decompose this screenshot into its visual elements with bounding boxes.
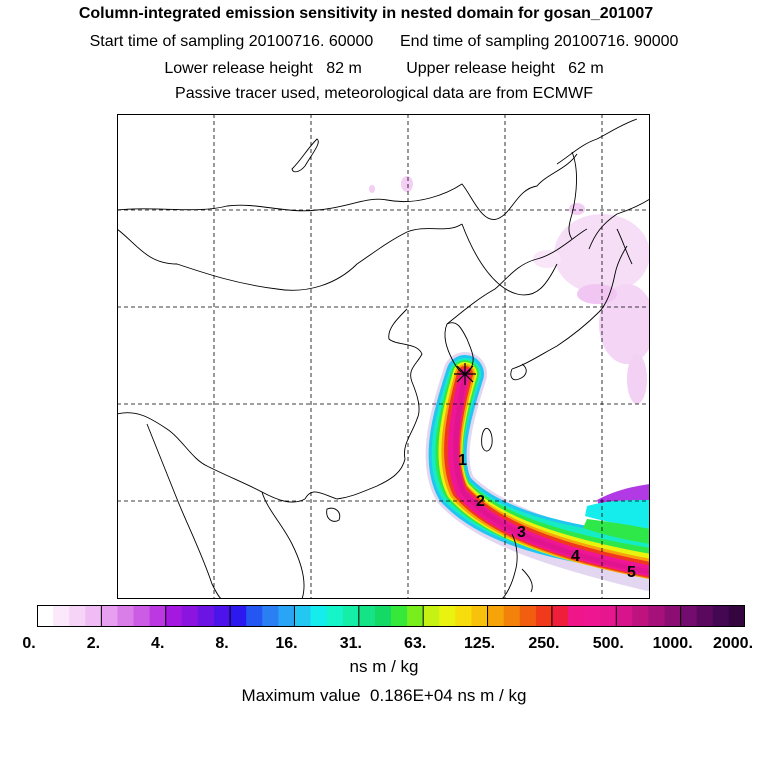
colorbar-tick-label: 125. <box>463 635 496 652</box>
colorbar-swatch <box>712 605 730 627</box>
day-label-2: 2 <box>476 493 485 510</box>
tracer-info-line: Passive tracer used, meteorological data… <box>175 85 593 102</box>
colorbar-swatch <box>133 605 151 627</box>
day-label-5: 5 <box>627 564 636 581</box>
colorbar-swatch <box>117 605 135 627</box>
colorbar-swatch <box>680 605 698 627</box>
colorbar-swatch <box>342 605 360 627</box>
sensitivity-map: 1 2 3 4 5 <box>117 114 650 599</box>
colorbar-swatch <box>37 605 54 627</box>
colorbar-swatch <box>101 605 118 627</box>
colorbar-swatch <box>407 605 424 627</box>
colorbar-tick-label: 63. <box>404 635 427 652</box>
colorbar-tick-label: 31. <box>339 635 362 652</box>
release-site-marker <box>454 363 476 385</box>
colorbar-tick-label: 2000. <box>712 635 754 652</box>
colorbar-swatch <box>471 605 489 627</box>
colorbar-swatch <box>664 605 682 627</box>
colorbar-swatch <box>181 605 199 627</box>
colorbar-swatch <box>439 605 456 627</box>
colorbar-swatch <box>165 605 183 627</box>
colorbar-swatch <box>197 605 215 627</box>
colorbar-swatch <box>616 605 633 627</box>
plume-east-fringe <box>583 484 650 544</box>
plot-title: Column-integrated emission sensitivity i… <box>78 5 654 22</box>
sampling-time-line: Start time of sampling 20100716. 60000 E… <box>89 33 679 50</box>
colorbar-swatch <box>600 605 617 627</box>
day-label-1: 1 <box>458 452 467 469</box>
colorbar-swatch <box>568 605 585 627</box>
colorbar-swatch <box>728 605 745 627</box>
colorbar-swatch <box>230 605 247 627</box>
colorbar-frame <box>37 605 745 627</box>
colorbar-swatch <box>696 605 714 627</box>
coastlines <box>117 118 650 599</box>
colorbar-tick-label: 8. <box>215 635 229 652</box>
colorbar-swatch <box>391 605 408 627</box>
colorbar-tick-label: 4. <box>151 635 165 652</box>
colorbar-tick-label: 1000. <box>652 635 693 652</box>
colorbar-swatch <box>278 605 295 627</box>
colorbar-swatch <box>487 605 505 627</box>
colorbar-swatch <box>149 605 167 627</box>
colorbar-swatch <box>326 605 344 627</box>
colorbar-swatch <box>519 605 537 627</box>
colorbar-tick-label: 250. <box>528 635 560 652</box>
day-label-4: 4 <box>571 548 580 565</box>
colorbar-swatch <box>69 605 86 627</box>
emission-sensitivity-plume <box>425 352 650 591</box>
day-label-3: 3 <box>517 524 526 541</box>
colorbar-swatch <box>551 605 569 627</box>
colorbar-swatch <box>358 605 376 627</box>
colorbar-swatch <box>310 605 328 627</box>
release-height-line: Lower release height 82 m Upper release … <box>164 60 604 77</box>
colorbar-tick-label: 0. <box>22 635 36 652</box>
colorbar-swatch <box>262 605 279 627</box>
colorbar-units: ns m / kg <box>349 657 419 676</box>
colorbar-swatch <box>85 605 102 627</box>
colorbar-swatch <box>503 605 521 627</box>
colorbar-swatch <box>246 605 263 627</box>
colorbar-swatch <box>53 605 70 627</box>
colorbar-swatch <box>632 605 649 627</box>
colorbar-swatch <box>214 605 231 627</box>
colorbar-swatch <box>535 605 553 627</box>
colorbar-swatch <box>584 605 601 627</box>
colorbar <box>37 605 745 627</box>
lat-lon-grid <box>117 114 650 599</box>
colorbar-tick-label: 2. <box>86 635 101 652</box>
colorbar-swatch <box>294 605 312 627</box>
maximum-value-text: Maximum value 0.186E+04 ns m / kg <box>241 686 527 705</box>
colorbar-swatch <box>374 605 392 627</box>
colorbar-swatch <box>648 605 666 627</box>
colorbar-swatch <box>455 605 472 627</box>
colorbar-tick-label: 500. <box>592 635 624 652</box>
colorbar-swatch <box>423 605 440 627</box>
colorbar-tick-label: 16. <box>275 635 298 652</box>
